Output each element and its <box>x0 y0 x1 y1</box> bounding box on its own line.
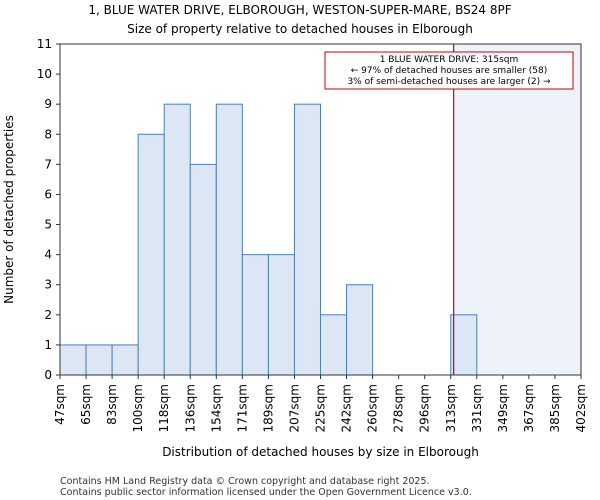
x-axis-ticks: 47sqm 65sqm 83sqm 100sqm 118sqm 136sqm 154sqm 1… <box>53 375 588 432</box>
x-tick-label: 242sqm <box>340 384 354 432</box>
annotation-frame <box>324 51 574 90</box>
x-tick-label: 313sqm <box>444 384 458 432</box>
x-tick-label: 136sqm <box>183 384 197 432</box>
x-tick-label: 207sqm <box>287 384 301 432</box>
y-tick-label: 1 <box>44 338 52 352</box>
bar-65sqm <box>85 344 113 376</box>
x-tick-label: 83sqm <box>105 384 119 425</box>
x-tick-label: 402sqm <box>574 384 588 432</box>
x-tick-label: 118sqm <box>157 384 171 432</box>
x-tick-label: 278sqm <box>392 384 406 432</box>
chart-title: 1, BLUE WATER DRIVE, ELBOROUGH, WESTON-S… <box>88 3 511 17</box>
y-tick-label: 6 <box>44 187 52 201</box>
x-tick-label: 385sqm <box>548 384 562 432</box>
plot-area: 0 1 2 3 4 5 6 7 8 9 10 11 47sqm 65sqm 83sqm 100sqm 118s… <box>37 37 588 432</box>
annotation-line-1: 1 BLUE WATER DRIVE: 315sqm <box>380 55 519 65</box>
y-tick-label: 3 <box>44 278 52 292</box>
y-tick-label: 7 <box>44 157 52 171</box>
chart-subtitle: Size of property relative to detached ho… <box>127 22 473 36</box>
y-tick-label: 11 <box>37 37 52 51</box>
bar-154sqm <box>215 103 243 376</box>
footer-line-2: Contains public sector information licen… <box>60 487 472 498</box>
y-axis-label: Number of detached properties <box>2 115 16 304</box>
bar-83sqm <box>111 344 139 376</box>
x-tick-label: 100sqm <box>131 384 145 432</box>
x-tick-label: 225sqm <box>314 384 328 432</box>
x-tick-label: 349sqm <box>496 384 510 432</box>
y-axis-ticks: 0 1 2 3 4 5 6 7 8 9 10 11 <box>37 37 60 382</box>
bar-47sqm <box>59 344 87 376</box>
x-tick-label: 331sqm <box>470 384 484 432</box>
y-tick-label: 4 <box>44 248 52 262</box>
y-tick-label: 10 <box>37 67 52 81</box>
bar-225sqm <box>320 314 348 376</box>
x-tick-label: 171sqm <box>235 384 249 432</box>
bar-171sqm <box>241 254 269 376</box>
x-tick-label: 296sqm <box>418 384 432 432</box>
y-tick-label: 5 <box>44 218 52 232</box>
y-tick-label: 8 <box>44 127 52 141</box>
bar-313sqm <box>450 314 478 376</box>
bar-100sqm <box>137 133 165 376</box>
bar-136sqm <box>189 163 217 376</box>
bar-242sqm <box>346 284 374 376</box>
annotation-line-3: 3% of semi-detached houses are larger (2… <box>347 77 551 87</box>
bars <box>59 103 478 376</box>
x-tick-label: 65sqm <box>79 384 93 425</box>
x-tick-label: 154sqm <box>209 384 223 432</box>
x-tick-label: 189sqm <box>261 384 275 432</box>
x-tick-label: 367sqm <box>522 384 536 432</box>
y-tick-label: 2 <box>44 308 52 322</box>
bar-207sqm <box>293 103 322 376</box>
footer-line-1: Contains HM Land Registry data © Crown c… <box>60 476 430 487</box>
x-tick-label: 260sqm <box>366 384 380 432</box>
y-tick-label: 9 <box>44 97 52 111</box>
annotation-box: 1 BLUE WATER DRIVE: 315sqm ← 97% of deta… <box>324 51 574 90</box>
annotation-line-2: ← 97% of detached houses are smaller (58… <box>351 66 548 76</box>
x-tick-label: 47sqm <box>53 384 67 425</box>
y-tick-label: 0 <box>44 368 52 382</box>
x-axis-label: Distribution of detached houses by size … <box>162 445 479 459</box>
bar-118sqm <box>163 103 191 376</box>
bar-189sqm <box>267 254 295 376</box>
